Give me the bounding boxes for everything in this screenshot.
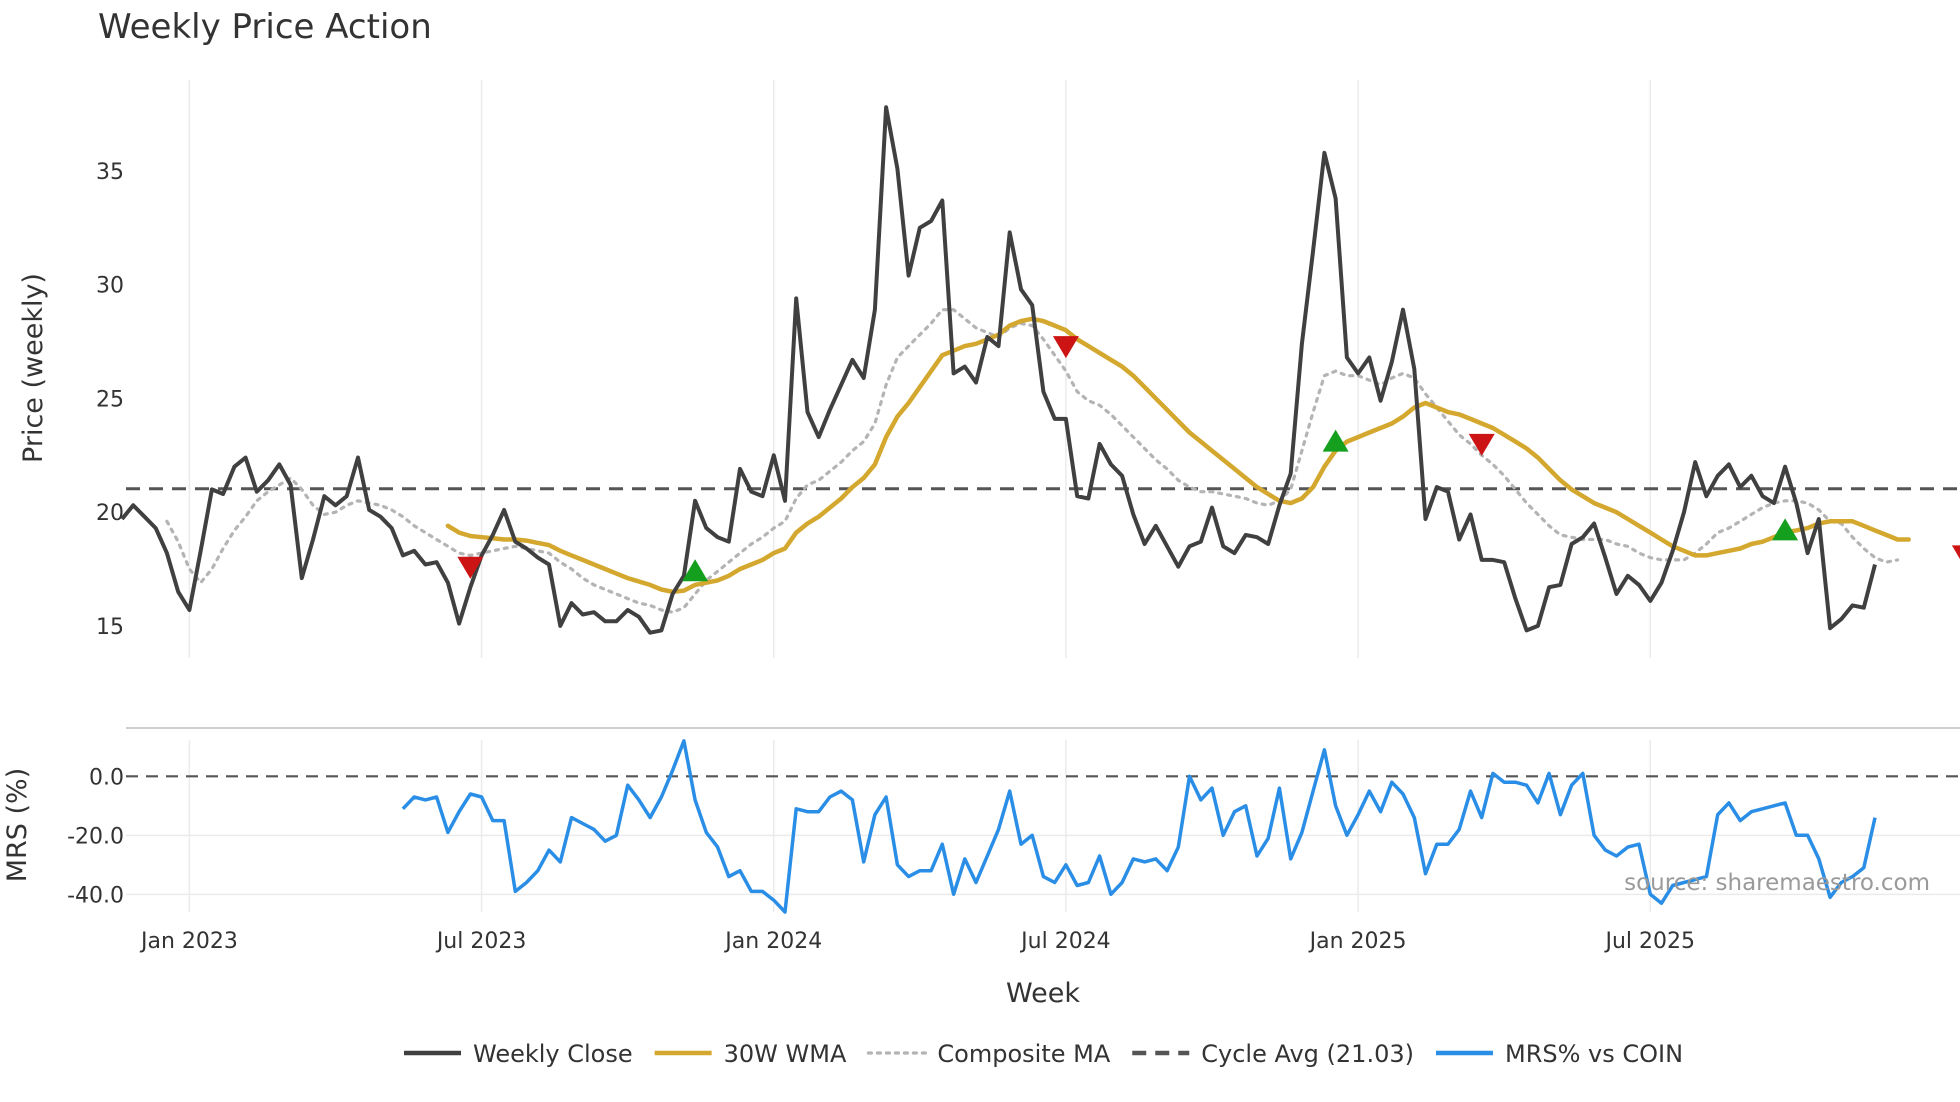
signal-layer	[457, 336, 1960, 582]
sell-signal-marker	[1052, 336, 1079, 359]
price-y-tick-label: 25	[96, 387, 124, 412]
x-tick-label: Jul 2024	[1019, 929, 1111, 954]
legend-label: Composite MA	[937, 1040, 1110, 1068]
mrs-y-tick-label: -40.0	[67, 883, 124, 908]
buy-signal-marker	[1322, 429, 1349, 452]
legend: Weekly Close 30W WMA Composite MA Cycle Avg…	[404, 1040, 1683, 1068]
series-layer	[120, 105, 1960, 914]
mrs-y-axis: 0.0 -20.0 -40.0	[67, 765, 124, 908]
x-tick-label: Jul 2025	[1603, 929, 1695, 954]
buy-signal-marker	[682, 559, 709, 582]
sell-signal-marker	[1951, 545, 1960, 560]
mrs-vs-coin-line	[401, 739, 1877, 914]
buy-signal-marker	[1772, 518, 1799, 541]
mrs-y-tick-label: -20.0	[67, 824, 124, 849]
chart-title: Weekly Price Action	[98, 7, 432, 47]
composite-ma-line	[165, 308, 1900, 614]
price-y-tick-label: 15	[96, 615, 124, 640]
x-tick-label: Jan 2023	[139, 929, 238, 954]
legend-label: Cycle Avg (21.03)	[1201, 1040, 1414, 1068]
legend-label: MRS% vs COIN	[1505, 1040, 1683, 1068]
sell-signal-marker	[1468, 433, 1495, 456]
x-axis: Jan 2023 Jul 2023 Jan 2024 Jul 2024 Jan 2025…	[139, 929, 1695, 954]
legend-label: Weekly Close	[473, 1040, 633, 1068]
x-axis-title: Week	[1006, 978, 1080, 1009]
price-y-tick-label: 20	[96, 501, 124, 526]
price-y-tick-label: 35	[96, 160, 124, 185]
source-label: source: sharemaestro.com	[1624, 870, 1930, 896]
weekly-close-line	[120, 105, 1877, 635]
mrs-y-axis-title: MRS (%)	[2, 768, 33, 883]
x-tick-label: Jan 2025	[1308, 929, 1407, 954]
grid-layer	[126, 80, 1960, 912]
wma-30w-line	[445, 316, 1911, 595]
legend-label: 30W WMA	[724, 1040, 847, 1068]
x-tick-label: Jan 2024	[723, 929, 822, 954]
x-tick-label: Jul 2023	[435, 929, 527, 954]
price-y-axis-title: Price (weekly)	[18, 273, 49, 463]
price-y-axis: 15 20 25 30 35	[96, 160, 124, 640]
price-y-tick-label: 30	[96, 274, 124, 299]
mrs-y-tick-label: 0.0	[89, 765, 124, 790]
sell-signal-marker	[457, 556, 484, 579]
